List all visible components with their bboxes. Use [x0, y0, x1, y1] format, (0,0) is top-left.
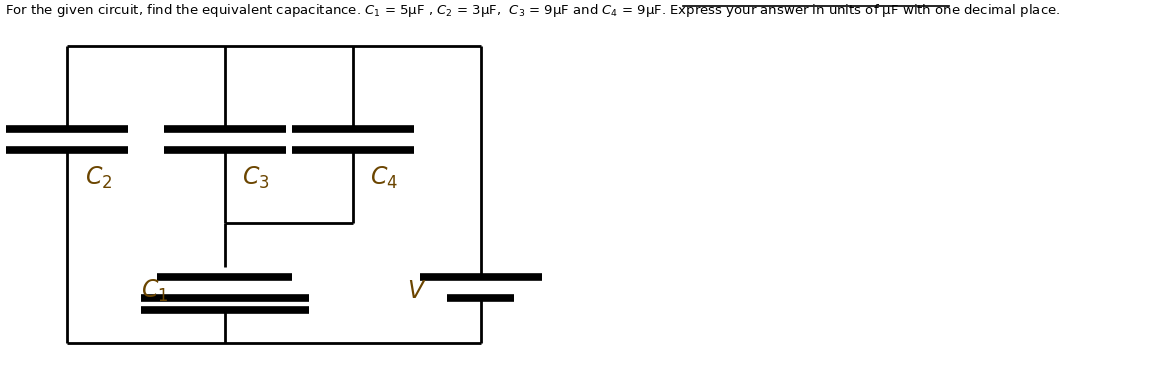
Text: $C_4$: $C_4$	[371, 165, 399, 191]
Text: $C_1$: $C_1$	[141, 278, 168, 304]
Text: $V$: $V$	[407, 280, 426, 303]
Text: $C_3$: $C_3$	[242, 165, 270, 191]
Text: $C_2$: $C_2$	[85, 165, 112, 191]
Text: For the given circuit, find the equivalent capacitance. $C_1$ = 5μF , $C_2$ = 3μ: For the given circuit, find the equivale…	[5, 2, 1060, 19]
